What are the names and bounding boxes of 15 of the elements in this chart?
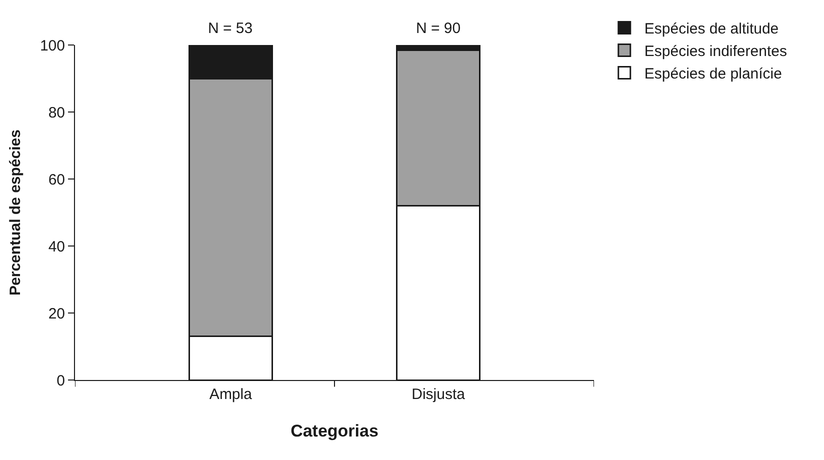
y-tick-label: 0 xyxy=(56,372,65,390)
y-tick-label: 60 xyxy=(48,171,65,188)
y-tick-label: 20 xyxy=(48,305,65,322)
y-axis-title: Percentual de espécies xyxy=(7,130,24,296)
y-tick-label: 100 xyxy=(40,37,65,54)
annotation: N = 90 xyxy=(416,20,461,37)
annotation: N = 53 xyxy=(208,20,253,37)
x-tick-label: Ampla xyxy=(209,386,253,403)
x-tick-label: Disjusta xyxy=(412,386,466,403)
legend-label: Espécies de altitude xyxy=(644,20,779,38)
legend-label: Espécies de planície xyxy=(644,66,782,83)
x-axis-title: Categorias xyxy=(290,421,378,440)
y-tick-label: 80 xyxy=(48,104,65,122)
y-tick-label: 40 xyxy=(48,238,65,256)
legend-label: Espécies indiferentes xyxy=(644,43,787,60)
